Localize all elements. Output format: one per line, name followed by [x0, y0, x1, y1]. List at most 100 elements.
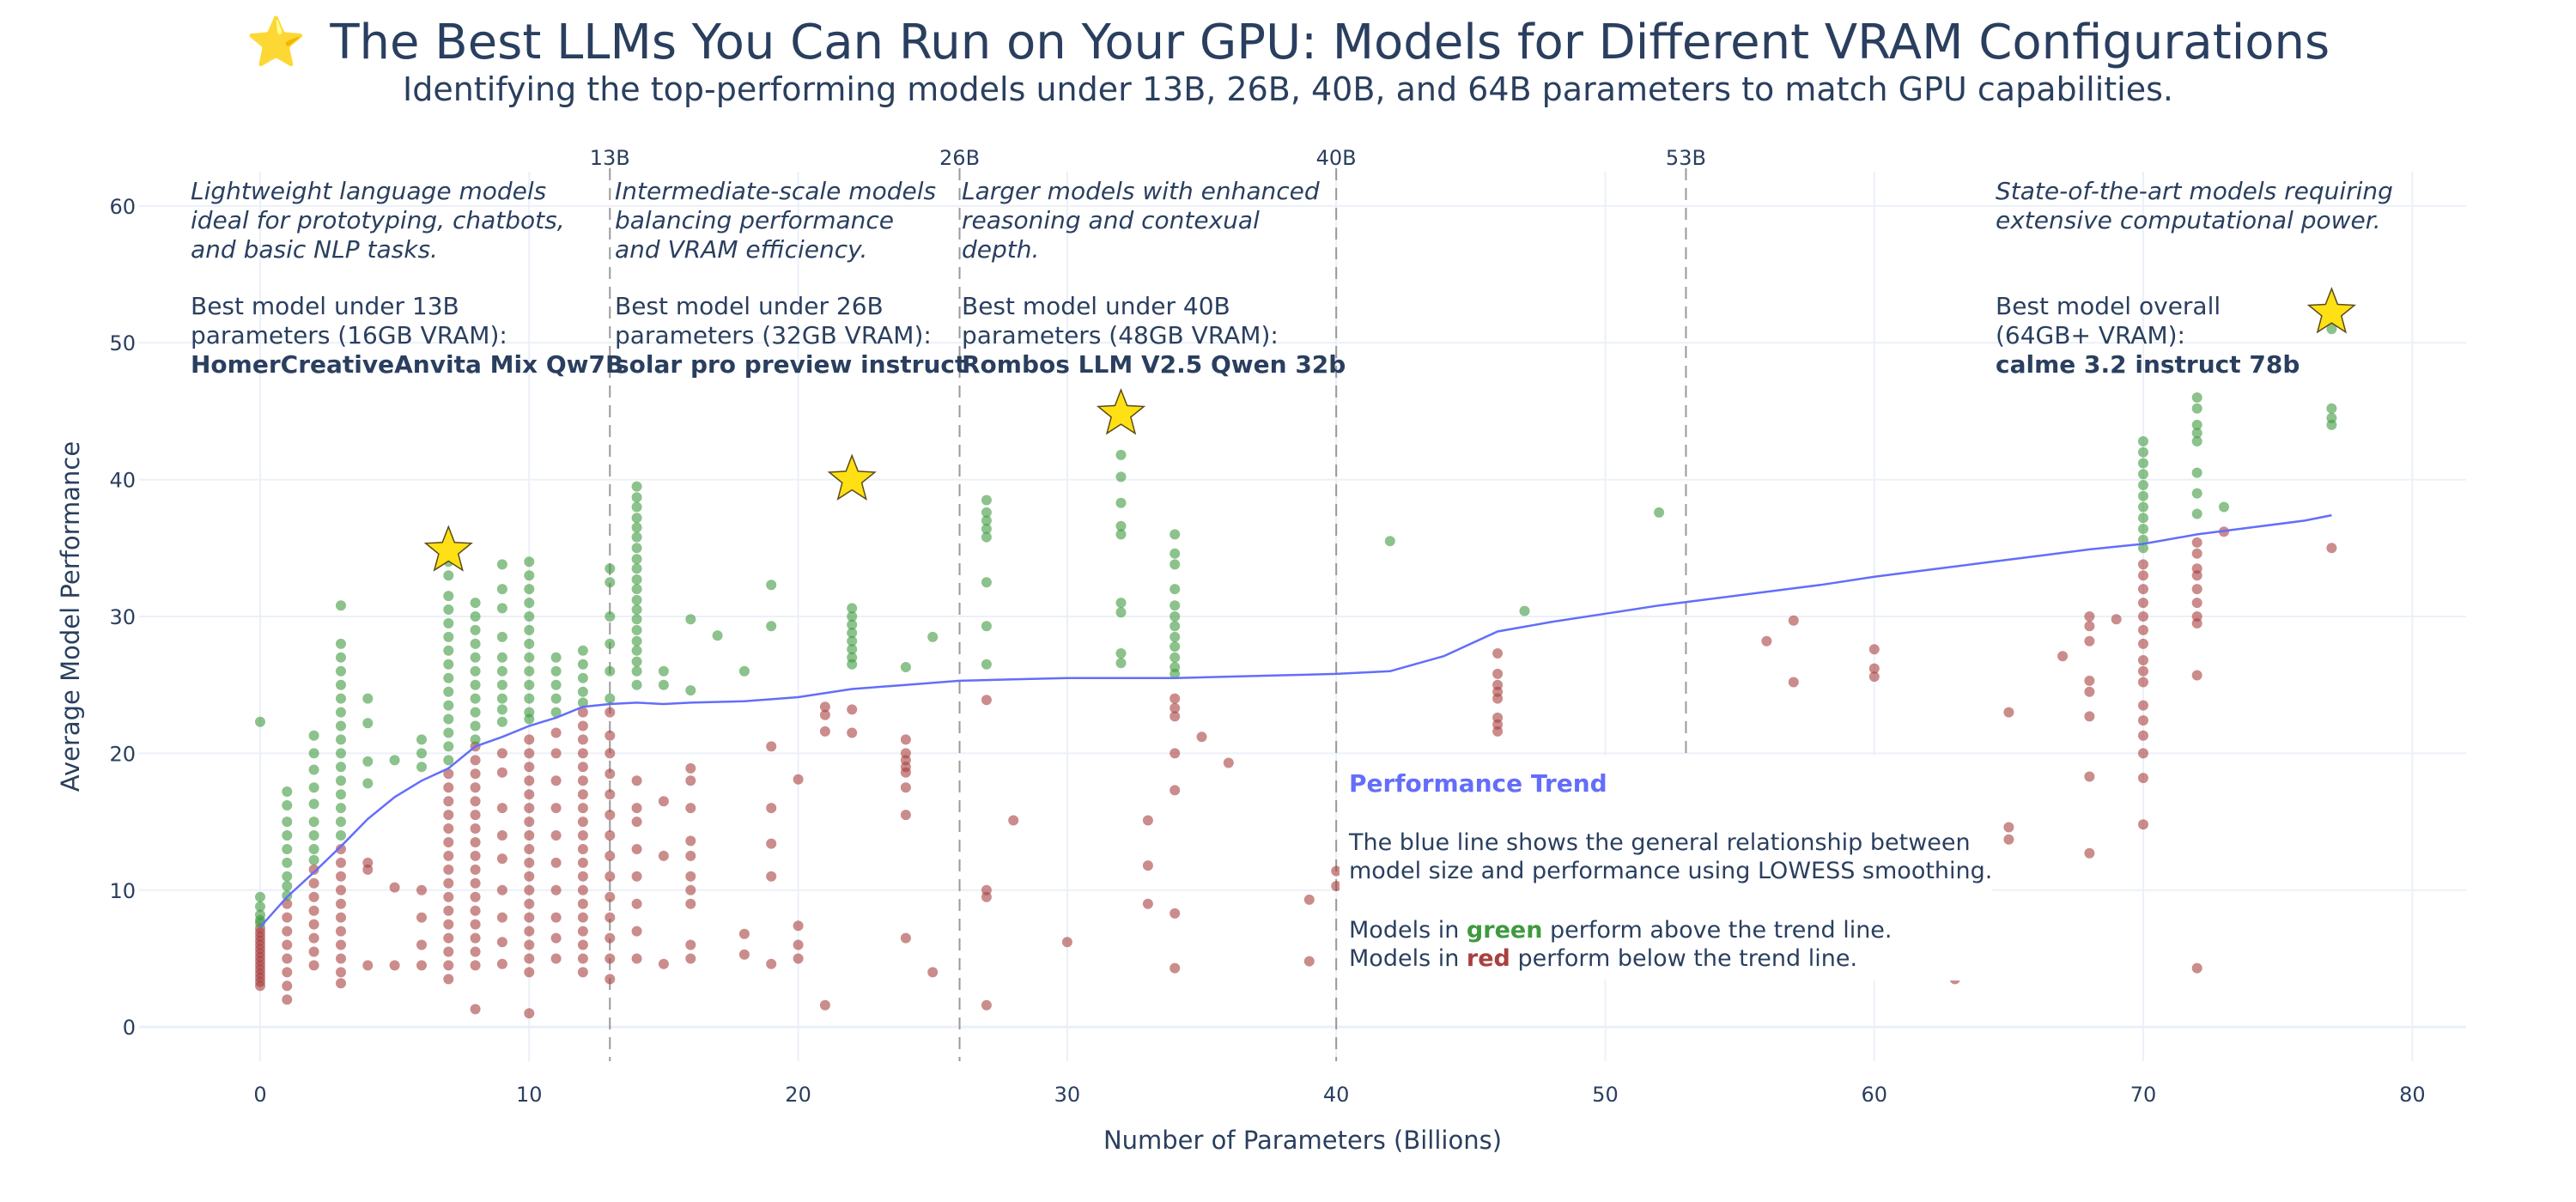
chart-title: ⭐ The Best LLMs You Can Run on Your GPU:…: [246, 15, 2330, 70]
svg-text:Best model under 26B par: Best model under 26B parameters (32GB VR…: [615, 292, 932, 349]
star-icon: ⭐: [246, 15, 307, 70]
data-point: [847, 628, 858, 639]
data-point: [443, 850, 454, 861]
data-point: [308, 730, 319, 741]
annotation-desc-line: reasoning and contexual: [962, 206, 1260, 234]
data-point: [2084, 847, 2095, 859]
data-point: [524, 713, 535, 725]
data-point: [631, 898, 642, 909]
data-point: [2191, 570, 2202, 581]
data-point: [496, 958, 507, 969]
data-point: [550, 884, 562, 895]
annotation-best-label: parameters (16GB VRAM):: [191, 321, 507, 349]
data-point: [1061, 937, 1072, 948]
data-point: [981, 531, 992, 543]
annotation-desc-line: and VRAM efficiency.: [615, 235, 867, 264]
data-point: [2326, 543, 2337, 554]
data-point: [524, 665, 535, 677]
best-model-star-icon: [423, 525, 473, 572]
data-point: [577, 898, 588, 909]
data-point: [1170, 702, 1181, 713]
data-point: [362, 960, 374, 971]
data-point: [2138, 773, 2148, 784]
data-point: [550, 707, 562, 718]
annotation-desc-line: ideal for prototyping, chatbots,: [191, 206, 565, 234]
data-point: [577, 967, 588, 978]
data-point: [282, 857, 293, 868]
data-point: [282, 926, 293, 937]
data-point: [470, 624, 481, 635]
data-point: [2191, 670, 2202, 681]
data-point: [470, 837, 481, 847]
data-point: [1115, 471, 1127, 483]
data-point: [2138, 665, 2148, 677]
data-point: [2191, 419, 2202, 430]
data-point: [308, 960, 319, 971]
data-point: [362, 693, 374, 704]
data-point: [981, 507, 992, 518]
data-point: [1196, 732, 1207, 743]
data-point: [605, 810, 616, 821]
data-point: [981, 891, 992, 902]
chart-title-text: The Best LLMs You Can Run on Your GPU: M…: [329, 15, 2330, 70]
x-tick-label: 30: [1054, 1083, 1081, 1107]
data-point: [2191, 598, 2202, 609]
data-point: [336, 939, 346, 950]
data-point: [470, 768, 481, 780]
data-point: [496, 830, 507, 841]
data-point: [550, 665, 562, 677]
data-point: [336, 734, 346, 745]
data-point: [577, 844, 588, 854]
data-point: [470, 877, 481, 889]
data-point: [1761, 635, 1772, 647]
data-point: [685, 803, 696, 814]
data-point: [336, 775, 346, 786]
data-point: [336, 953, 346, 964]
data-point: [2191, 618, 2202, 628]
data-point: [631, 624, 642, 635]
data-point: [2219, 501, 2229, 513]
data-point: [282, 980, 293, 992]
y-axis-title: Average Model Performance: [56, 441, 85, 792]
data-point: [1384, 536, 1395, 547]
data-point: [470, 707, 481, 718]
data-point: [2084, 711, 2095, 722]
data-point: [2191, 467, 2202, 478]
x-tick-label: 10: [516, 1083, 543, 1107]
data-point: [1170, 631, 1181, 642]
best-model-name: solar pro preview instruct: [615, 350, 966, 379]
data-point: [2191, 428, 2202, 439]
threshold-label: 26B: [939, 146, 980, 170]
data-point: [981, 695, 992, 706]
data-point: [2138, 655, 2148, 665]
data-point: [685, 850, 696, 861]
annotation-desc-line: depth.: [962, 235, 1039, 264]
data-point: [2138, 624, 2148, 635]
data-point: [631, 574, 642, 585]
data-point: [819, 701, 830, 713]
data-point: [631, 563, 642, 574]
trend-line: [259, 513, 2332, 928]
data-point: [2084, 635, 2095, 647]
data-point: [2138, 570, 2148, 581]
data-point: [336, 762, 346, 773]
data-point: [336, 857, 346, 868]
data-point: [336, 978, 346, 989]
data-point: [524, 803, 535, 814]
data-point: [793, 953, 804, 964]
data-point: [550, 775, 562, 786]
data-point: [577, 659, 588, 670]
data-point: [389, 882, 400, 893]
data-point: [605, 871, 616, 882]
chart-subtitle: Identifying the top-performing models un…: [403, 70, 2173, 108]
data-point: [685, 762, 696, 774]
data-point: [577, 762, 588, 773]
annotation-best-label: Best model overall: [1996, 292, 2221, 320]
data-point: [443, 672, 454, 683]
data-point: [2191, 436, 2202, 446]
svg-text:State-of-the-art models requir: State-of-the-art models requiring extens…: [1996, 177, 2401, 234]
data-point: [1788, 677, 1799, 688]
data-point: [631, 481, 642, 492]
data-point: [577, 720, 588, 732]
data-point: [2138, 584, 2148, 595]
